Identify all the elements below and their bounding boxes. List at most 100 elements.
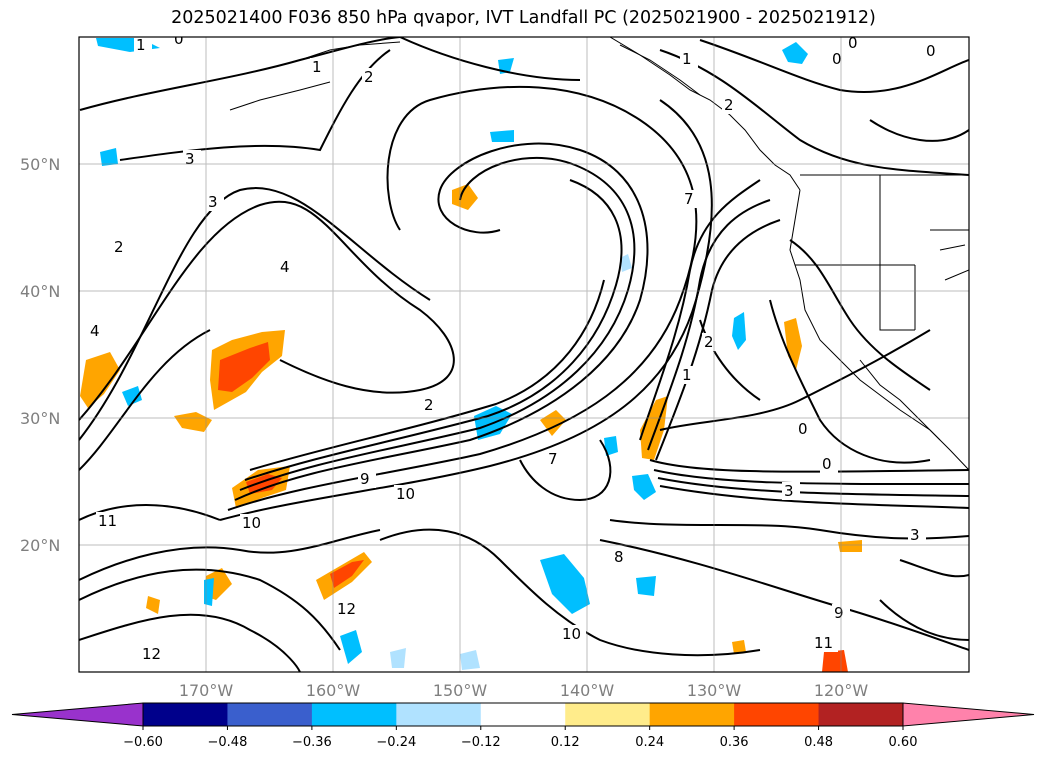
- contour-line: [119, 49, 391, 161]
- colorbar-segment: [734, 703, 820, 726]
- contour-label: 11: [814, 634, 833, 652]
- colorbar-segment: [143, 703, 228, 726]
- warm-blob: [452, 184, 478, 210]
- warm-blob: [146, 596, 160, 614]
- contour-label: 0: [832, 50, 842, 68]
- contour-label: 7: [548, 450, 558, 468]
- warm-blob: [80, 352, 120, 408]
- cool-blob: [632, 474, 656, 500]
- warm-blob: [838, 540, 862, 552]
- contour-line: [379, 528, 761, 657]
- contour-line: [653, 469, 969, 486]
- cool-blob: [620, 254, 632, 272]
- coastline: [619, 44, 701, 96]
- coastline-layer: [229, 37, 969, 471]
- contour-label: 3: [784, 482, 794, 500]
- coastline: [930, 229, 969, 281]
- lon-label: 140°W: [560, 681, 615, 700]
- lon-label: 120°W: [814, 681, 869, 700]
- contour-line: [599, 539, 969, 651]
- contour-line: [219, 99, 713, 521]
- contour-label: 0: [848, 34, 858, 52]
- contour-line: [659, 485, 969, 509]
- coastline: [859, 359, 941, 441]
- contour-label: 3: [208, 193, 218, 211]
- contour-line: [649, 459, 969, 473]
- shading-layer: [80, 38, 862, 672]
- contour-label: 11: [98, 512, 117, 530]
- contour-line: [655, 219, 781, 461]
- contour-label: 3: [910, 526, 920, 544]
- contour-label: 1: [682, 366, 692, 384]
- contour-label: 2: [364, 68, 374, 86]
- warm-blob: [784, 318, 802, 370]
- cool-blob: [490, 130, 514, 142]
- contour-label: 12: [142, 645, 161, 663]
- cool-blob: [100, 148, 118, 166]
- colorbar-extend-min: [11, 702, 144, 727]
- cool-blob: [604, 436, 618, 456]
- contour-line: [519, 439, 612, 502]
- contour-line: [79, 187, 431, 441]
- contour-label: 2: [704, 333, 714, 351]
- lat-label: 40°N: [20, 282, 60, 301]
- warm-blob: [540, 410, 566, 436]
- coastline: [229, 81, 331, 111]
- contour-line: [227, 85, 698, 511]
- colorbar: −0.60 −0.48 −0.36 −0.24 −0.12 0.12 0.24 0.36 0.4…: [11, 702, 1035, 750]
- map-content: 3 3 2 4 4 2 9 10 10 11 12 12 10: [79, 34, 969, 672]
- coastline: [609, 37, 801, 191]
- contour-labels: 3 3 2 4 4 2 9 10 10 11 12 12 10: [88, 34, 942, 663]
- cool-blob: [390, 648, 406, 668]
- colorbar-segment: [565, 703, 651, 726]
- contour-line: [639, 179, 761, 441]
- coastline: [299, 41, 401, 61]
- contour-label: 10: [242, 514, 261, 532]
- lon-label: 130°W: [687, 681, 742, 700]
- contour-label: 9: [360, 470, 370, 488]
- contour-line: [79, 200, 455, 421]
- colorbar-tick-label: 0.12: [551, 735, 580, 750]
- colorbar-tick-label: 0.48: [804, 735, 833, 750]
- contour-line: [244, 179, 623, 481]
- colorbar-tick-label: −0.12: [461, 735, 501, 750]
- contour-label: 10: [562, 625, 581, 643]
- contour-line: [659, 329, 931, 431]
- cool-blob: [782, 42, 808, 64]
- colorbar-tick-label: 0.36: [720, 735, 749, 750]
- contour-line: [869, 119, 969, 142]
- map-frame: [78, 36, 970, 673]
- contour-label: 1: [312, 58, 322, 76]
- contour-line: [399, 37, 581, 81]
- contour-layer: [79, 37, 969, 672]
- lon-labels: 170°W 160°W 150°W 140°W 130°W 120°W: [179, 681, 869, 700]
- colorbar-tick-label: 0.24: [635, 735, 664, 750]
- colorbar-extend-max: [902, 702, 1035, 727]
- cool-blob: [636, 576, 656, 596]
- contour-line: [769, 299, 931, 464]
- contour-label: 0: [926, 42, 936, 60]
- colorbar-tick-label: 0.60: [889, 735, 918, 750]
- contour-label: 0: [822, 455, 832, 473]
- contour-label: 1: [682, 50, 692, 68]
- border-line: [795, 175, 916, 331]
- contour-line: [659, 49, 969, 176]
- contour-line: [79, 504, 221, 521]
- contour-label: 8: [614, 548, 624, 566]
- colorbar-segment: [311, 703, 397, 726]
- warm-blob: [174, 412, 212, 432]
- contour-label: 1: [136, 36, 146, 54]
- cool-blob: [340, 630, 362, 664]
- contour-line: [239, 156, 636, 491]
- contour-label: 2: [424, 396, 434, 414]
- colorbar-tick-label: −0.36: [292, 735, 332, 750]
- lon-label: 160°W: [306, 681, 361, 700]
- colorbar-segment: [818, 703, 904, 726]
- cool-blob: [122, 386, 142, 406]
- contour-label: 2: [724, 96, 734, 114]
- lon-label: 150°W: [433, 681, 488, 700]
- cool-blob: [540, 554, 590, 614]
- contour-line: [249, 279, 605, 471]
- warm-blob: [732, 640, 746, 654]
